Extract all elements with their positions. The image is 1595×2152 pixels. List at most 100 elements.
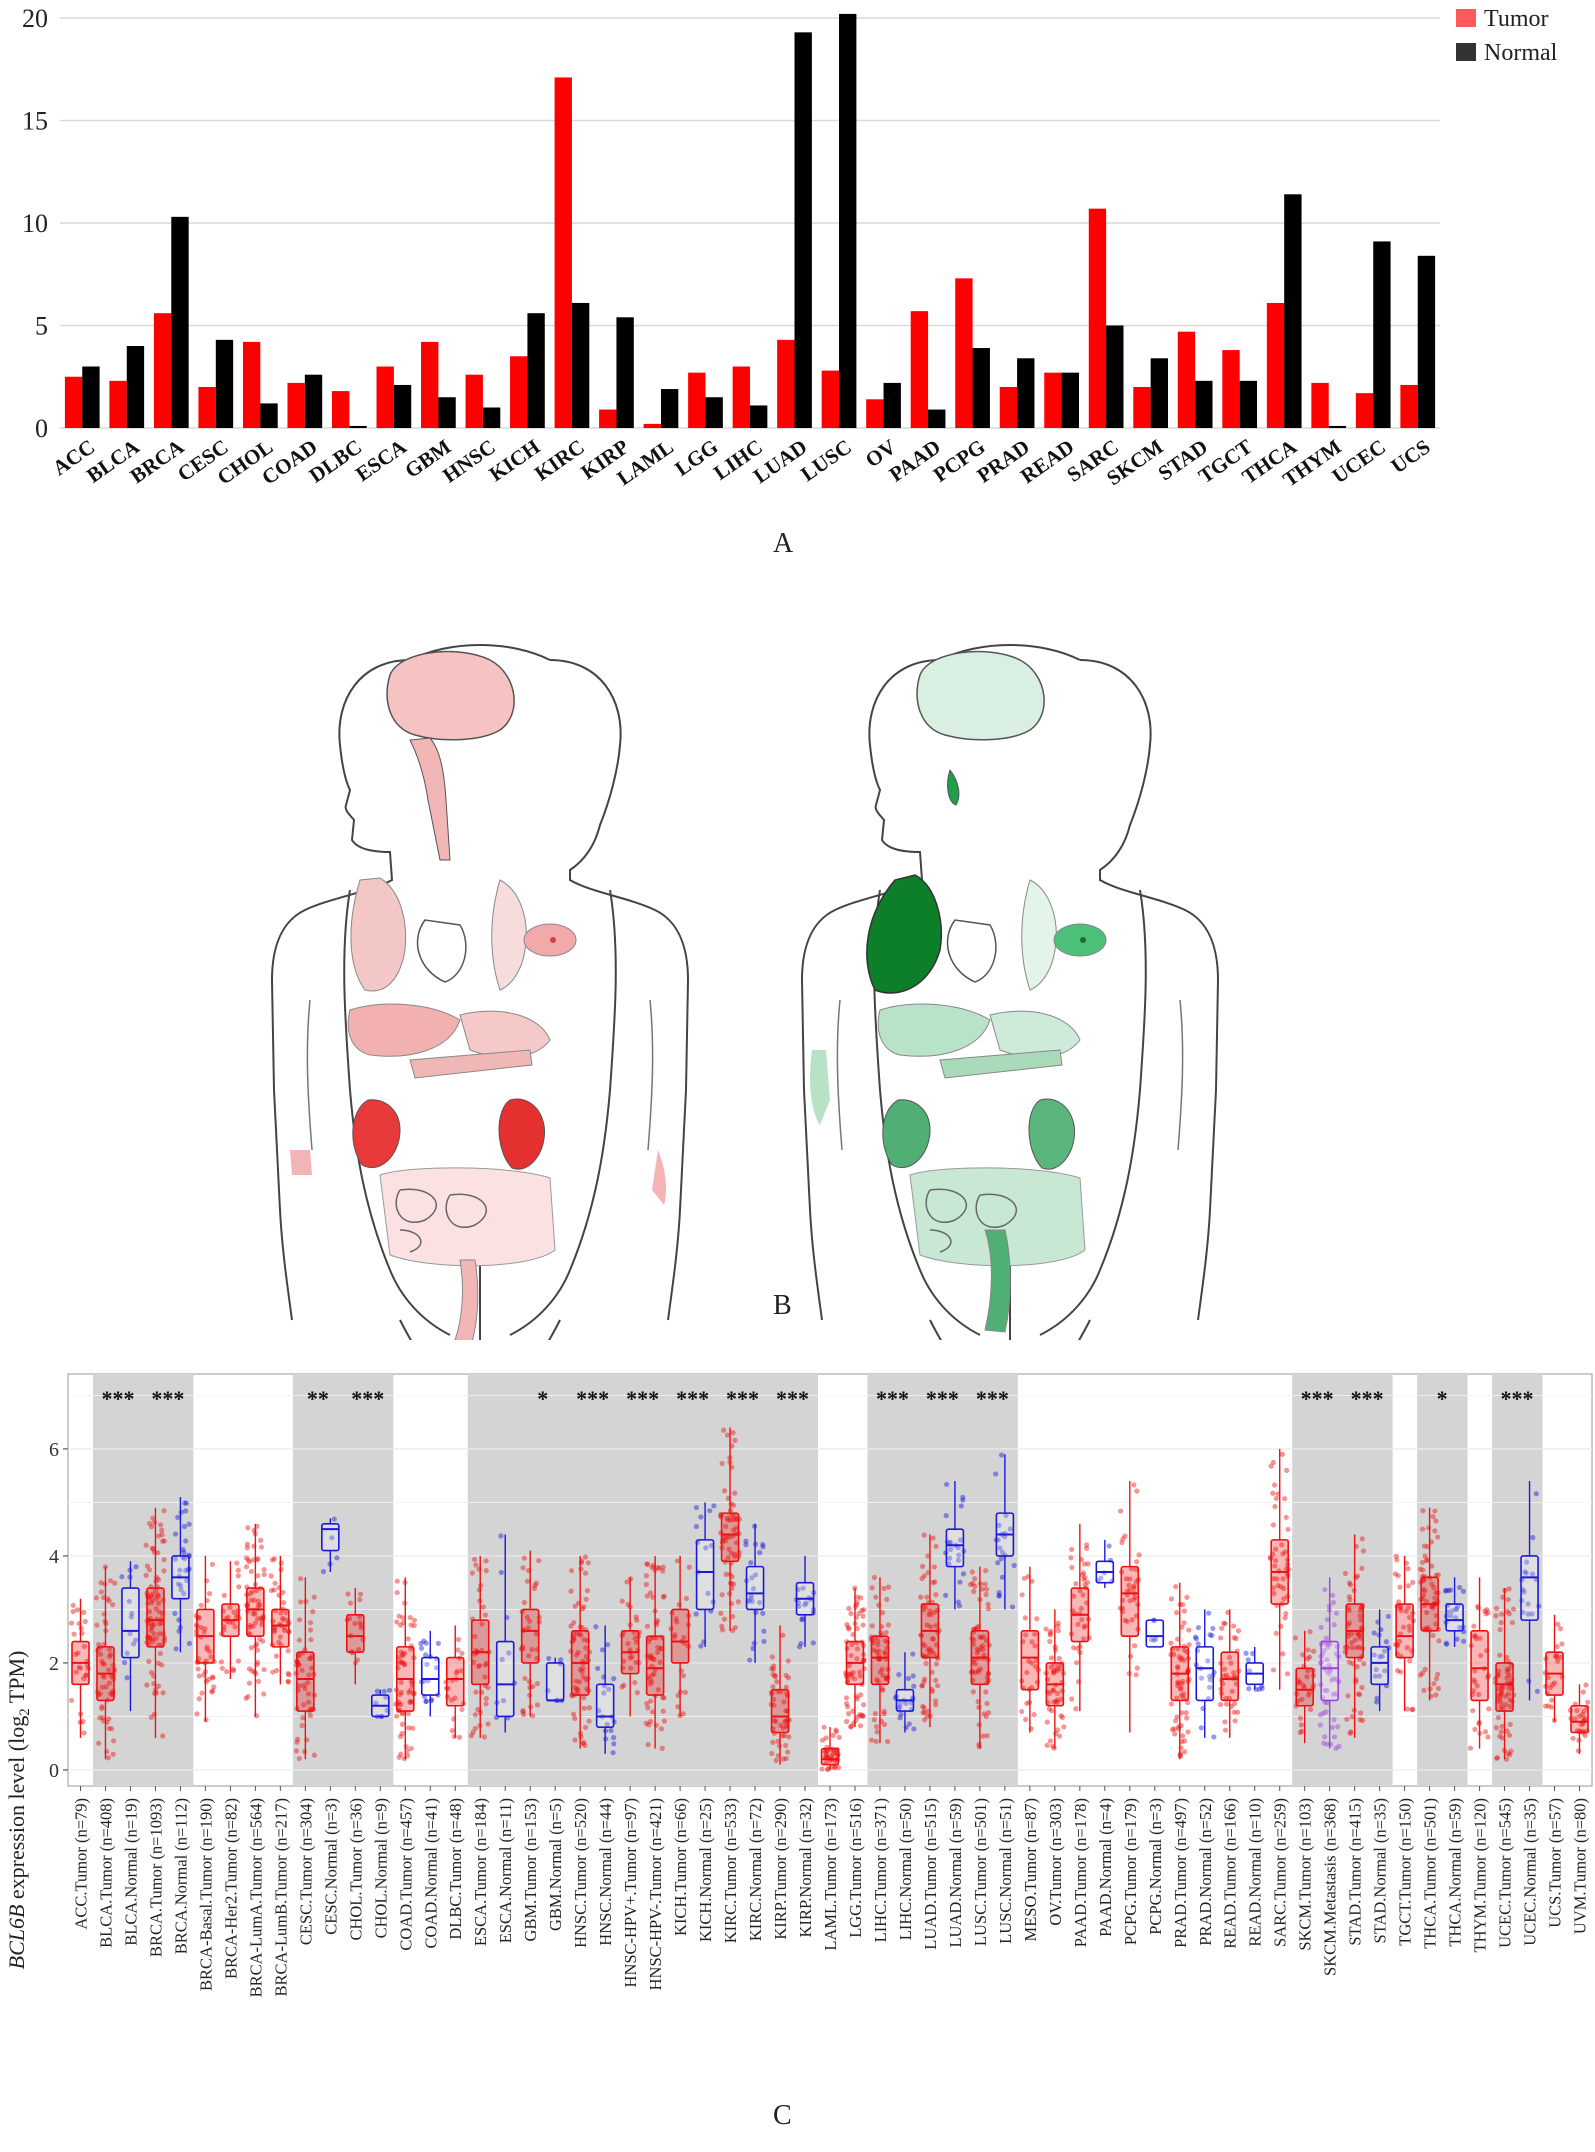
- c-point: [976, 1648, 982, 1654]
- c-point: [271, 1627, 277, 1633]
- c-point: [301, 1702, 307, 1708]
- c-point: [1231, 1635, 1237, 1641]
- c-point: [772, 1674, 778, 1680]
- c-point: [1454, 1636, 1460, 1642]
- c-point: [258, 1537, 264, 1543]
- a-bar-tumor-thca: [1266, 302, 1285, 428]
- c-point: [1356, 1644, 1362, 1650]
- c-point: [1478, 1652, 1484, 1659]
- c-point: [1471, 1633, 1477, 1639]
- c-point: [1047, 1632, 1054, 1638]
- a-bar-tumor-read: [1044, 372, 1062, 428]
- c-point: [175, 1514, 181, 1520]
- y-axis-gene-name: BCL6B: [4, 1905, 29, 1970]
- c-box: [1495, 1662, 1514, 1712]
- c-point: [857, 1669, 863, 1675]
- c-point: [1485, 1610, 1491, 1616]
- c-point: [1420, 1508, 1426, 1514]
- c-point: [780, 1725, 786, 1731]
- c-point: [97, 1715, 103, 1721]
- c-point: [993, 1471, 999, 1477]
- c-point: [1355, 1691, 1362, 1697]
- c-point: [1081, 1624, 1087, 1630]
- c-point: [578, 1632, 584, 1638]
- c-point: [1127, 1587, 1133, 1593]
- c-point: [1054, 1699, 1060, 1705]
- c-point: [248, 1597, 254, 1603]
- a-y-tick-label: 15: [22, 107, 48, 136]
- c-point: [644, 1700, 650, 1707]
- c-point: [1073, 1581, 1079, 1587]
- c-point: [921, 1573, 928, 1579]
- c-point: [582, 1724, 589, 1731]
- c-point: [1321, 1647, 1327, 1654]
- c-point: [729, 1574, 735, 1580]
- c-point: [845, 1624, 851, 1631]
- c-point: [250, 1611, 256, 1617]
- c-point: [871, 1717, 877, 1723]
- c-point: [1046, 1706, 1052, 1712]
- c-point: [259, 1622, 265, 1628]
- c-point: [931, 1609, 938, 1615]
- c-point: [1404, 1706, 1411, 1712]
- c-point: [127, 1630, 133, 1637]
- c-point: [1324, 1741, 1330, 1747]
- c-point: [1019, 1592, 1025, 1598]
- c-point: [408, 1745, 414, 1752]
- c-point: [1506, 1666, 1512, 1672]
- c-point: [394, 1578, 400, 1584]
- c-point: [933, 1543, 939, 1549]
- c-point: [733, 1517, 739, 1523]
- c-point: [156, 1533, 162, 1539]
- c-box: [346, 1613, 365, 1654]
- c-significance-label: ***: [976, 1386, 1009, 1411]
- c-point: [144, 1682, 150, 1688]
- arm-tissue-left: [810, 1050, 830, 1125]
- c-point: [1497, 1696, 1503, 1702]
- c-point: [619, 1598, 625, 1604]
- c-point: [1349, 1645, 1355, 1651]
- c-point: [245, 1525, 251, 1531]
- c-point: [468, 1733, 474, 1739]
- c-point: [1071, 1645, 1077, 1651]
- c-point: [1305, 1647, 1311, 1653]
- c-point: [908, 1700, 914, 1706]
- c-point: [848, 1611, 854, 1617]
- c-point: [1055, 1623, 1061, 1629]
- c-point: [1524, 1559, 1530, 1565]
- c-point: [1051, 1699, 1057, 1705]
- c-point: [1222, 1719, 1228, 1725]
- c-point: [285, 1648, 291, 1654]
- c-point: [725, 1517, 731, 1523]
- c-point: [1500, 1705, 1506, 1712]
- c-point: [235, 1567, 241, 1573]
- c-point: [627, 1655, 634, 1661]
- c-point: [730, 1527, 736, 1533]
- c-point: [398, 1751, 404, 1757]
- c-point: [331, 1516, 337, 1522]
- c-point: [645, 1742, 651, 1748]
- c-point: [1443, 1640, 1449, 1646]
- c-point: [581, 1739, 587, 1746]
- c-point: [1044, 1742, 1050, 1748]
- c-box: [445, 1656, 465, 1707]
- c-point: [1007, 1526, 1013, 1532]
- c-point: [832, 1765, 838, 1771]
- c-point: [925, 1553, 931, 1559]
- c-point: [524, 1578, 531, 1584]
- c-point: [729, 1627, 736, 1634]
- c-point: [647, 1676, 653, 1682]
- a-bar-normal-luad: [794, 32, 812, 428]
- c-point: [1470, 1688, 1477, 1694]
- c-point: [911, 1726, 917, 1732]
- c-point: [153, 1587, 159, 1594]
- c-point: [1134, 1665, 1140, 1671]
- c-point: [405, 1725, 412, 1731]
- c-point: [1055, 1628, 1061, 1634]
- c-point: [1357, 1607, 1363, 1613]
- c-point: [858, 1595, 864, 1601]
- c-point: [256, 1602, 262, 1608]
- c-point: [301, 1682, 307, 1688]
- rectum-shape: [984, 1229, 1011, 1333]
